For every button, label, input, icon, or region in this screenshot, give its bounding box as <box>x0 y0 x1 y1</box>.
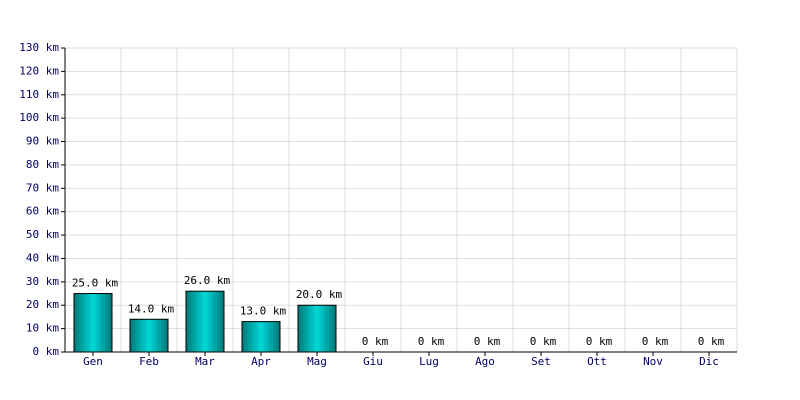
value-label: 0 km <box>586 335 613 348</box>
value-label: 0 km <box>418 335 445 348</box>
x-tick-label: Ago <box>475 355 495 368</box>
x-tick-label: Ott <box>587 355 607 368</box>
x-tick-label: Feb <box>139 355 159 368</box>
x-tick-label: Lug <box>419 355 439 368</box>
value-label: 0 km <box>698 335 725 348</box>
x-tick-label: Apr <box>251 355 271 368</box>
y-tick-label: 60 km <box>26 205 59 218</box>
y-tick-label: 130 km <box>19 41 59 54</box>
y-tick-label: 100 km <box>19 111 59 124</box>
y-tick-label: 40 km <box>26 251 59 264</box>
marks: 25.0 km 14.0 km 26.0 km 13.0 km 20.0 km 0 km 0… <box>72 274 725 353</box>
bar <box>73 293 113 353</box>
y-tick-label: 110 km <box>19 88 59 101</box>
y-tick-label: 80 km <box>26 158 59 171</box>
x-tick-label: Set <box>531 355 551 368</box>
value-label: 14.0 km <box>128 302 175 315</box>
value-label: 0 km <box>474 335 501 348</box>
x-tick-label: Dic <box>699 355 719 368</box>
bar <box>241 321 281 353</box>
x-tick-label: Gen <box>83 355 103 368</box>
x-tick-label: Mar <box>195 355 215 368</box>
value-label: 20.0 km <box>296 288 343 301</box>
value-label: 26.0 km <box>184 274 231 287</box>
y-tick-label: 20 km <box>26 298 59 311</box>
bar <box>185 290 225 353</box>
bar <box>297 304 337 353</box>
bar <box>129 318 169 353</box>
x-tick-label: Giu <box>363 355 383 368</box>
x-tick-label: Nov <box>643 355 663 368</box>
y-tick-label: 0 km <box>33 345 60 358</box>
y-tick-label: 70 km <box>26 181 59 194</box>
value-label: 25.0 km <box>72 277 119 290</box>
y-tick-label: 10 km <box>26 322 59 335</box>
y-tick-label: 30 km <box>26 275 59 288</box>
value-label: 0 km <box>642 335 669 348</box>
value-label: 0 km <box>530 335 557 348</box>
value-label: 0 km <box>362 335 389 348</box>
grid: 0 km 10 km 20 km 30 km 40 km 50 km 60 km 70 km 8… <box>19 41 738 368</box>
y-tick-label: 50 km <box>26 228 59 241</box>
value-label: 13.0 km <box>240 305 287 318</box>
y-tick-label: 120 km <box>19 64 59 77</box>
x-tick-label: Mag <box>307 355 327 368</box>
y-tick-label: 90 km <box>26 135 59 148</box>
